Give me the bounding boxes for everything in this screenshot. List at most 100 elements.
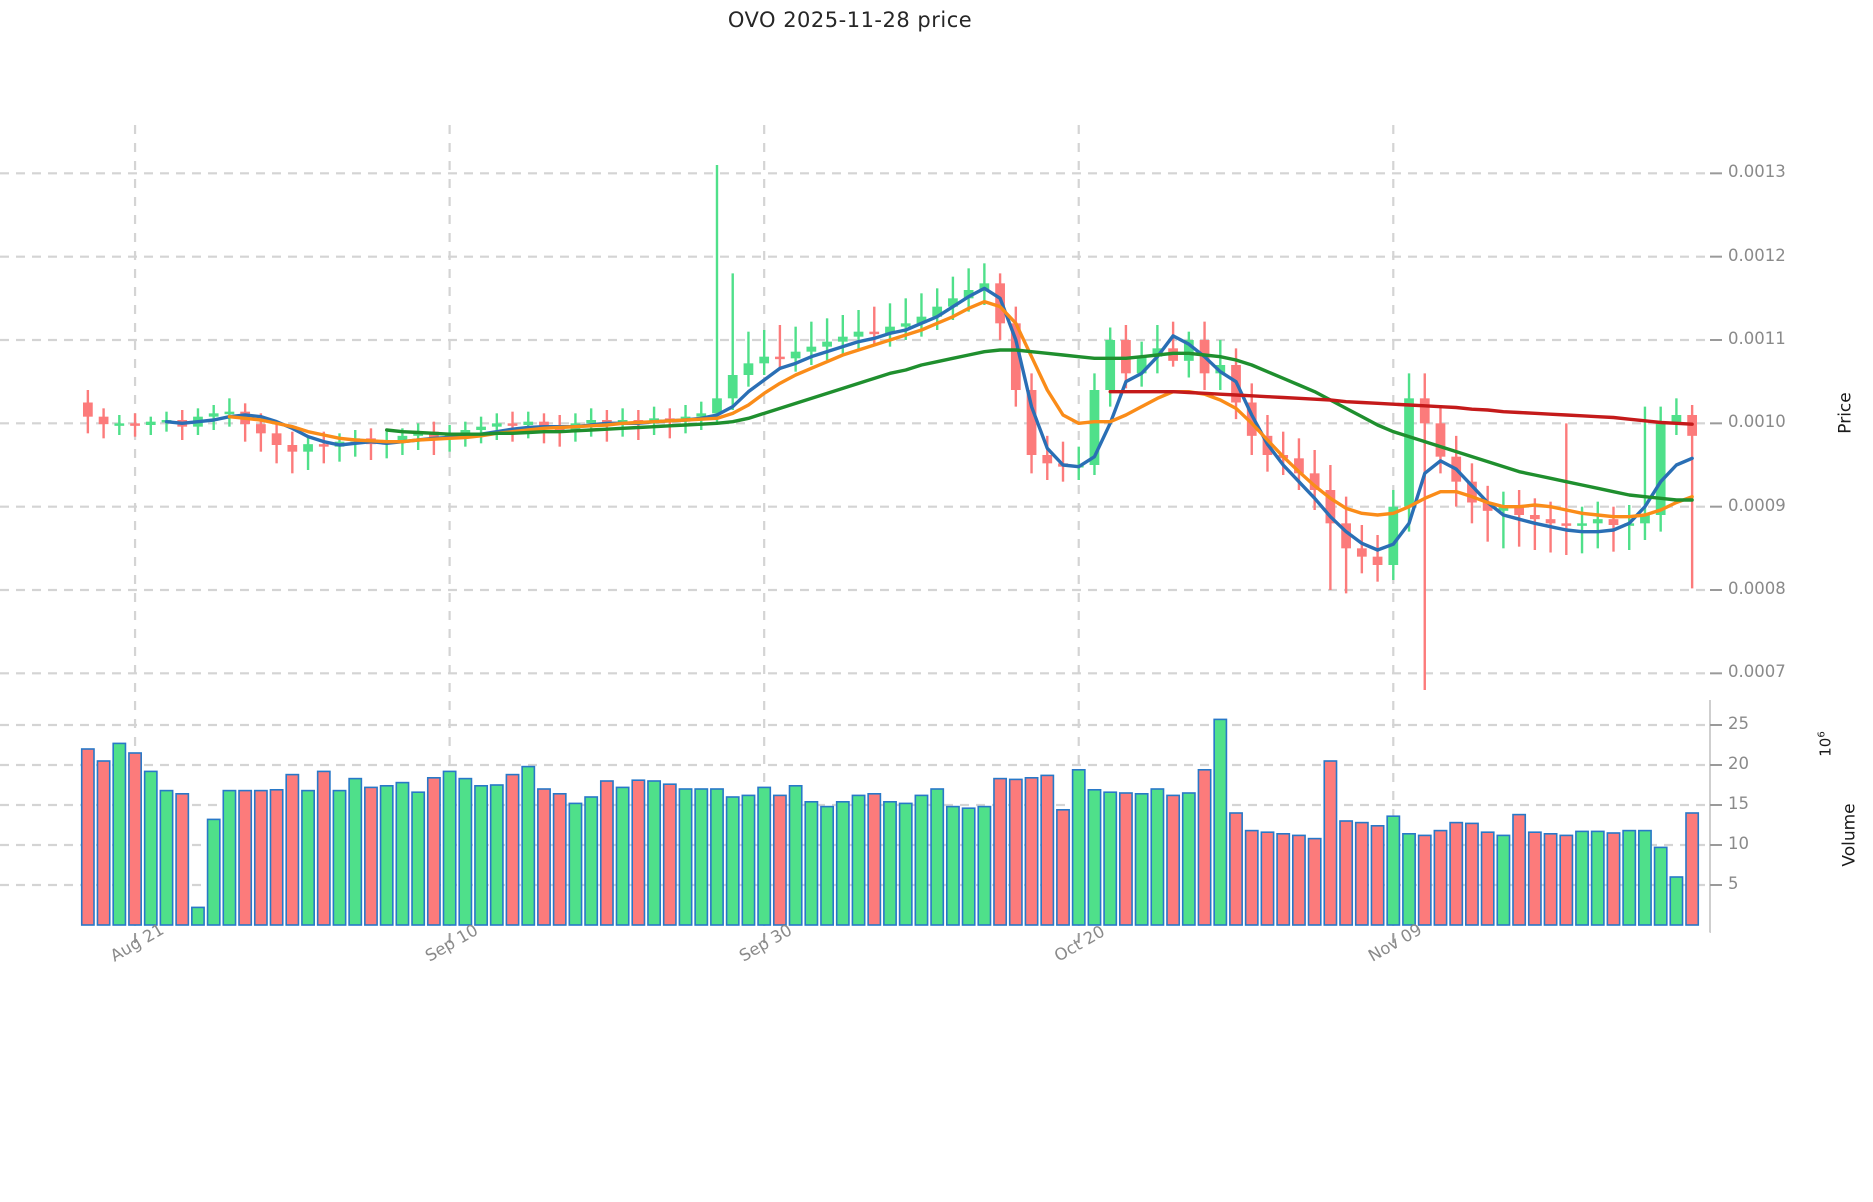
candle-body (822, 341, 832, 347)
volume-bar (1606, 832, 1621, 926)
volume-bar (757, 786, 772, 926)
candle-body (900, 323, 911, 327)
candle-body (885, 326, 895, 334)
candle-body (507, 423, 518, 426)
candle-body (696, 413, 707, 417)
volume-bar (867, 792, 882, 926)
candle-body (397, 435, 408, 442)
price-tick-label: 0.0009 (1728, 495, 1786, 515)
volume-bar (820, 805, 835, 926)
candle-body (727, 375, 738, 399)
candle-body (1435, 423, 1446, 457)
volume-bar (1339, 820, 1354, 926)
candle-body (743, 363, 754, 375)
candle-body (932, 306, 943, 317)
volume-bar (1402, 832, 1416, 926)
volume-bar (1260, 831, 1275, 926)
volume-bar (348, 777, 363, 926)
volume-bar (678, 788, 693, 926)
candle-body (1640, 515, 1650, 524)
volume-bar (206, 818, 221, 926)
volume-bar (1638, 829, 1652, 926)
candle-body (1136, 356, 1147, 374)
volume-bar (1480, 831, 1495, 926)
volume-bar (1527, 831, 1542, 926)
volume-bar (1622, 829, 1637, 926)
volume-bar (1291, 834, 1306, 926)
candle-body (1372, 556, 1383, 565)
volume-bar (395, 781, 410, 926)
price-tick-label: 0.0012 (1728, 245, 1786, 265)
volume-bar (1590, 830, 1605, 926)
volume-tick-label: 25 (1728, 714, 1749, 733)
volume-bar (883, 800, 897, 926)
ma-line (227, 299, 1694, 519)
volume-bar (1370, 824, 1385, 926)
volume-bar (615, 786, 630, 926)
volume-bar (1386, 815, 1401, 926)
candle-body (82, 402, 93, 417)
candle-body (224, 411, 235, 415)
volume-bar (772, 794, 787, 926)
volume-tick-label: 5 (1728, 874, 1739, 893)
volume-bar (1008, 778, 1023, 926)
volume-bar (977, 805, 992, 926)
volume-bar (1134, 792, 1149, 926)
volume-bar (1685, 812, 1700, 926)
volume-bar (316, 770, 331, 926)
candle-body (712, 398, 722, 414)
candle-body (1592, 519, 1603, 524)
volume-bar (474, 784, 489, 926)
volume-bar (143, 770, 158, 926)
candle-body (853, 331, 864, 337)
candle-body (806, 346, 817, 352)
volume-bar (835, 800, 850, 926)
volume-bar (175, 792, 190, 926)
candle-body (208, 413, 219, 417)
candle-body (995, 283, 1005, 324)
candle-body (1325, 490, 1336, 524)
volume-bar (851, 794, 866, 926)
moving-average-lines (164, 286, 1694, 552)
candle-body (1482, 502, 1493, 511)
candle-body (1655, 423, 1666, 515)
candle-body (790, 351, 801, 359)
candle-body (837, 336, 848, 342)
volume-bar (332, 789, 347, 926)
candle-body (271, 433, 282, 445)
volume-bar (1543, 832, 1558, 926)
volume-bar (238, 789, 253, 926)
volume-series (80, 718, 1700, 926)
candle-body (1089, 390, 1100, 465)
volume-bar (914, 794, 929, 926)
candle-body (1545, 519, 1556, 524)
candle-body (1105, 340, 1116, 390)
volume-bar (269, 788, 284, 926)
price-tick-label: 0.0011 (1728, 329, 1786, 348)
volume-bar (804, 800, 819, 926)
volume-bar (253, 789, 268, 926)
volume-bar (1512, 813, 1527, 926)
candle-body (963, 290, 974, 299)
volume-bar (1307, 837, 1322, 926)
volume-axis-label: Volume (1839, 803, 1860, 867)
candle-body (1467, 481, 1477, 503)
volume-bar (222, 789, 237, 926)
candle-body (916, 316, 927, 324)
candle-body (1356, 548, 1367, 557)
volume-bar (505, 773, 520, 926)
candle-body (1498, 506, 1509, 511)
candle-body (759, 356, 770, 364)
candle-body (145, 421, 156, 425)
candle-body (476, 426, 486, 430)
candle-body (1608, 519, 1619, 525)
volume-bar (725, 796, 740, 926)
ma-line (1108, 389, 1694, 426)
volume-bar (112, 742, 127, 926)
candle-body (1309, 473, 1320, 490)
volume-bar (1087, 788, 1102, 926)
candle-body (1215, 365, 1226, 374)
candle-body (1577, 523, 1587, 526)
volume-bar (647, 780, 662, 926)
candle-body (1529, 515, 1540, 520)
